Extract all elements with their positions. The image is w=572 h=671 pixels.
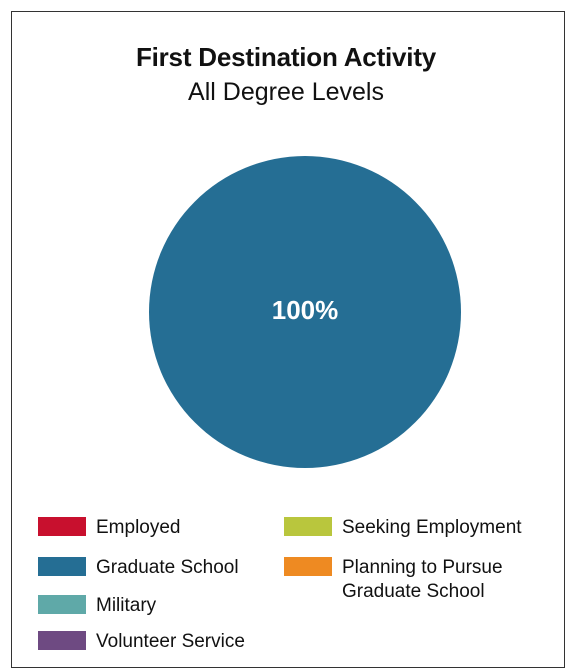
legend-swatch-military — [38, 595, 86, 614]
legend-label-graduate-school: Graduate School — [96, 557, 239, 578]
legend-item-employed: Employed — [38, 516, 181, 540]
legend-swatch-seeking-employment — [284, 517, 332, 536]
legend-label-planning-grad-school: Planning to Pursue Graduate School — [342, 557, 503, 602]
legend-swatch-employed — [38, 517, 86, 536]
legend-label-seeking-employment: Seeking Employment — [342, 517, 522, 538]
chart-subtitle: All Degree Levels — [188, 78, 384, 106]
legend-swatch-graduate-school — [38, 557, 86, 576]
legend-swatch-volunteer-service — [38, 631, 86, 650]
legend-label-military: Military — [96, 595, 157, 616]
legend-item-planning-grad-school: Planning to Pursue Graduate School — [284, 556, 524, 604]
pie-slice-graduate-school — [149, 156, 461, 468]
legend-item-graduate-school: Graduate School — [38, 556, 239, 580]
legend-item-military: Military — [38, 594, 156, 618]
legend-item-volunteer-service: Volunteer Service — [38, 630, 245, 654]
legend-label-employed: Employed — [96, 517, 181, 538]
legend-label-volunteer-service: Volunteer Service — [96, 631, 245, 652]
legend-swatch-planning-grad-school — [284, 557, 332, 576]
chart-title: First Destination Activity — [135, 42, 437, 72]
pie-slice-label-graduate-school: 100% — [272, 295, 339, 325]
legend-item-seeking-employment: Seeking Employment — [284, 516, 522, 540]
